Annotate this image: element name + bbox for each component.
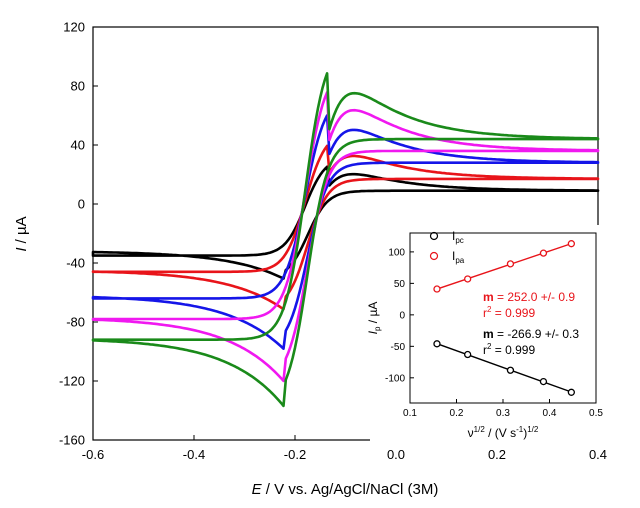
inset-point-pa bbox=[567, 240, 576, 248]
x-tick-label: -0.4 bbox=[183, 447, 205, 462]
fit-slope-ipc: m = -266.9 +/- 0.3 bbox=[483, 327, 579, 341]
fit-r2-ipa: r2 = 0.999 bbox=[483, 305, 535, 320]
inset-x-tick-label: 0.2 bbox=[450, 408, 464, 419]
fit-slope-ipa: m = 252.0 +/- 0.9 bbox=[483, 290, 575, 304]
inset-point-pc bbox=[433, 340, 441, 348]
y-tick-label: 120 bbox=[63, 20, 85, 35]
y-tick-label: -80 bbox=[66, 315, 85, 330]
x-axis-title: E / V vs. Ag/AgCl/NaCl (3M) bbox=[252, 481, 439, 498]
inset-fit-line-pc bbox=[436, 343, 572, 393]
inset-legend: Ipc Ipa bbox=[429, 229, 465, 265]
legend-label-ipc: Ipc bbox=[452, 229, 464, 245]
inset-point-pc bbox=[464, 350, 472, 359]
inset-y-axis-title: Ip / µA bbox=[366, 302, 382, 335]
inset-x-tick-label: 0.3 bbox=[496, 408, 510, 419]
cv-curve-4 bbox=[91, 72, 600, 408]
x-tick-label: -0.2 bbox=[284, 447, 306, 462]
x-tick-label: 0.4 bbox=[589, 447, 607, 462]
y-tick-label: 0 bbox=[78, 197, 85, 212]
inset-x-tick-label: 0.1 bbox=[403, 408, 417, 419]
y-tick-label: -40 bbox=[66, 256, 85, 271]
inset-point-pa bbox=[433, 285, 441, 293]
inset-point-pc bbox=[506, 366, 515, 374]
inset-point-pc bbox=[567, 388, 576, 396]
inset-x-tick-label: 0.4 bbox=[543, 408, 557, 419]
inset-point-pa bbox=[539, 249, 548, 257]
cv-curve-2 bbox=[91, 114, 600, 350]
inset-y-tick-label: 50 bbox=[394, 279, 406, 290]
y-tick-label: -160 bbox=[59, 433, 85, 448]
inset-point-pa bbox=[506, 260, 515, 268]
fit-annotation-ipc: m = -266.9 +/- 0.3 r2 = 0.999 bbox=[483, 327, 579, 357]
legend-marker-ipc bbox=[429, 231, 439, 241]
fit-annotation-ipa: m = 252.0 +/- 0.9 r2 = 0.999 bbox=[483, 290, 575, 320]
y-tick-label: 80 bbox=[71, 79, 85, 94]
inset-x-axis-title: ν1/2 / (V s-1)1/2 bbox=[468, 425, 539, 440]
inset-y-tick-label: 0 bbox=[399, 310, 405, 321]
inset-background bbox=[370, 225, 605, 446]
x-tick-label: 0.2 bbox=[488, 447, 506, 462]
inset-fit-line-pa bbox=[436, 242, 572, 290]
inset-y-tick-label: 100 bbox=[388, 247, 405, 258]
legend-marker-ipa bbox=[429, 251, 439, 261]
y-axis-title: I / µA bbox=[13, 216, 30, 251]
inset-y-tick-label: -100 bbox=[385, 373, 405, 384]
inset-x-tick-label: 0.5 bbox=[589, 408, 603, 419]
inset-point-pc bbox=[539, 377, 548, 386]
y-tick-label: -120 bbox=[59, 374, 85, 389]
fit-r2-ipc: r2 = 0.999 bbox=[483, 342, 535, 357]
x-tick-label: -0.6 bbox=[82, 447, 104, 462]
cv-curve-3 bbox=[91, 91, 600, 383]
inset-point-pa bbox=[464, 275, 472, 283]
legend-label-ipa: Ipa bbox=[452, 249, 465, 265]
x-tick-label: 0.0 bbox=[387, 447, 405, 462]
inset-y-tick-label: -50 bbox=[391, 342, 406, 353]
y-tick-label: 40 bbox=[71, 138, 85, 153]
